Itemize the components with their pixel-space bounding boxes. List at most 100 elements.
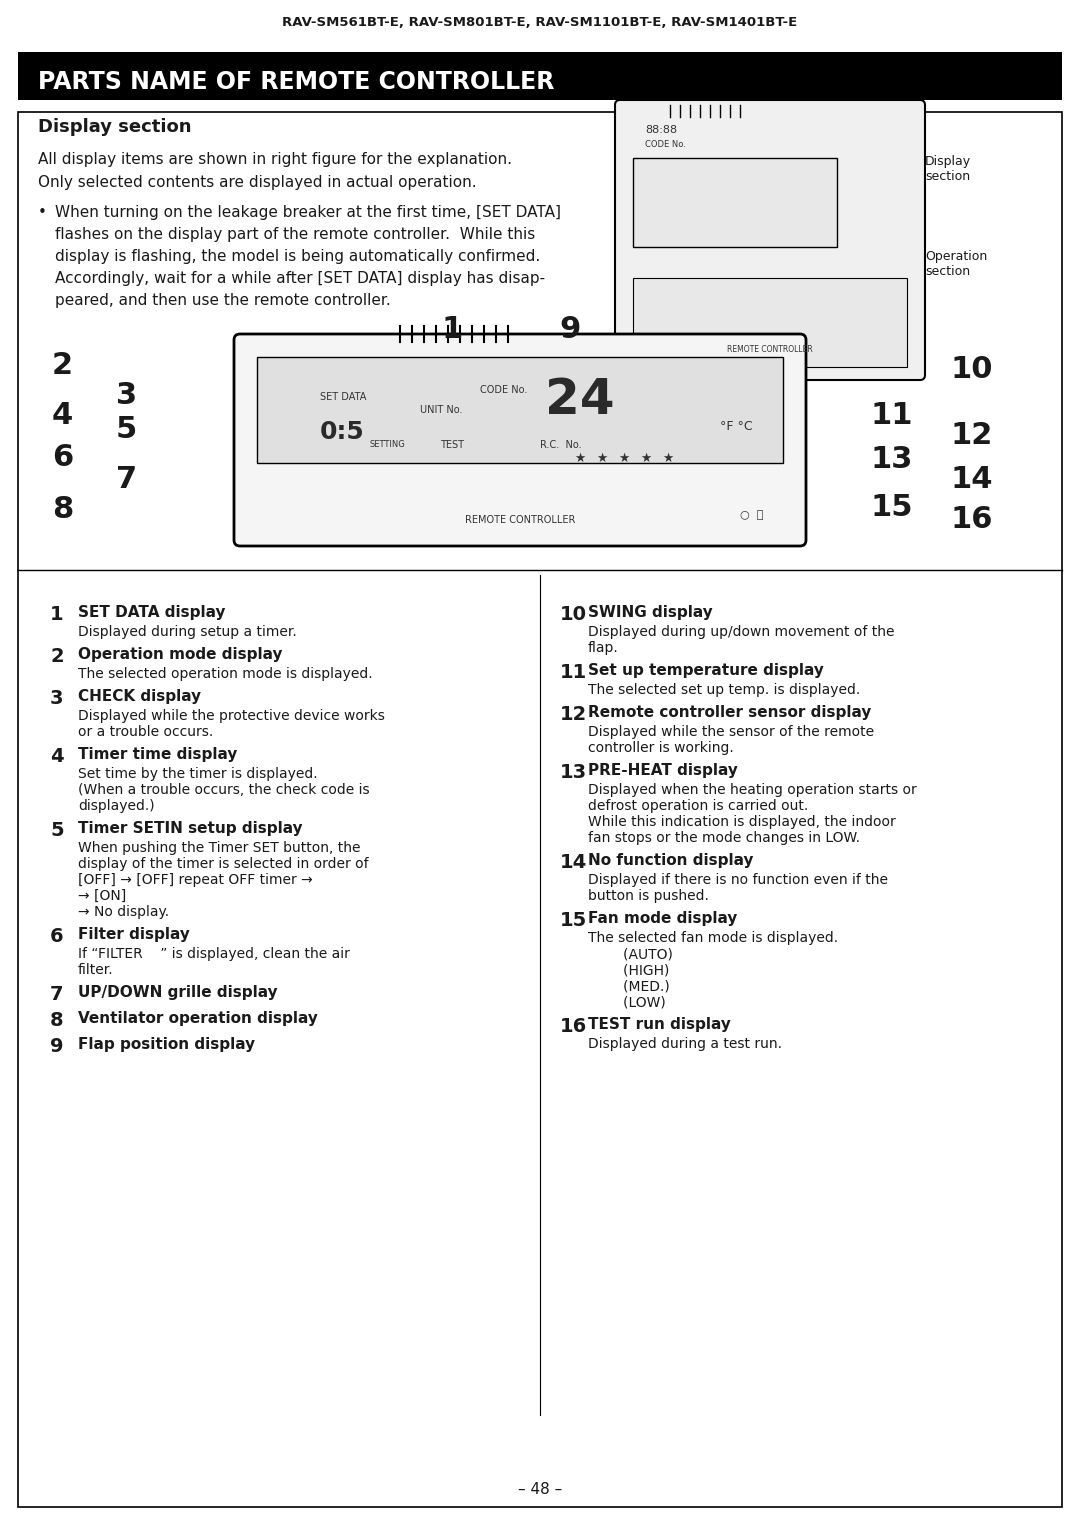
Text: Displayed during up/down movement of the: Displayed during up/down movement of the bbox=[588, 625, 894, 639]
Text: 12: 12 bbox=[561, 705, 588, 724]
Text: UNIT No.: UNIT No. bbox=[420, 406, 462, 415]
Text: 10: 10 bbox=[950, 355, 993, 384]
Text: peared, and then use the remote controller.: peared, and then use the remote controll… bbox=[55, 293, 391, 308]
Text: The selected operation mode is displayed.: The selected operation mode is displayed… bbox=[78, 666, 373, 682]
Text: (HIGH): (HIGH) bbox=[588, 962, 670, 978]
Text: 11: 11 bbox=[561, 663, 588, 682]
Text: REMOTE CONTROLLER: REMOTE CONTROLLER bbox=[727, 345, 813, 354]
Text: 7: 7 bbox=[116, 465, 137, 494]
Text: (LOW): (LOW) bbox=[588, 994, 665, 1010]
Text: PARTS NAME OF REMOTE CONTROLLER: PARTS NAME OF REMOTE CONTROLLER bbox=[38, 70, 554, 95]
Text: 14: 14 bbox=[950, 465, 993, 494]
Text: or a trouble occurs.: or a trouble occurs. bbox=[78, 724, 213, 740]
Text: Ventilator operation display: Ventilator operation display bbox=[78, 1011, 318, 1026]
Text: displayed.): displayed.) bbox=[78, 799, 154, 813]
Text: 6: 6 bbox=[50, 927, 64, 946]
Text: PRE-HEAT display: PRE-HEAT display bbox=[588, 762, 738, 778]
Text: 15: 15 bbox=[561, 910, 588, 930]
Text: 13: 13 bbox=[561, 762, 588, 782]
Text: Display section: Display section bbox=[38, 117, 191, 136]
Text: 2: 2 bbox=[50, 647, 64, 666]
Text: controller is working.: controller is working. bbox=[588, 741, 733, 755]
Text: → [ON]: → [ON] bbox=[78, 889, 126, 903]
Text: 16: 16 bbox=[561, 1017, 588, 1035]
Text: display is flashing, the model is being automatically confirmed.: display is flashing, the model is being … bbox=[55, 249, 540, 264]
Text: 8: 8 bbox=[52, 496, 73, 525]
Text: RAV-SM561BT-E, RAV-SM801BT-E, RAV-SM1101BT-E, RAV-SM1401BT-E: RAV-SM561BT-E, RAV-SM801BT-E, RAV-SM1101… bbox=[282, 15, 798, 29]
Text: Display
section: Display section bbox=[924, 156, 971, 183]
Text: 16: 16 bbox=[950, 505, 993, 534]
Text: (AUTO): (AUTO) bbox=[588, 947, 673, 961]
Text: Set time by the timer is displayed.: Set time by the timer is displayed. bbox=[78, 767, 318, 781]
Text: ○  ⏻: ○ ⏻ bbox=[740, 509, 764, 520]
Text: (When a trouble occurs, the check code is: (When a trouble occurs, the check code i… bbox=[78, 782, 369, 798]
Text: SETTING: SETTING bbox=[370, 441, 406, 448]
Text: 14: 14 bbox=[561, 852, 588, 872]
Text: °F °C: °F °C bbox=[720, 419, 753, 433]
Text: 5: 5 bbox=[116, 415, 137, 444]
Text: •: • bbox=[38, 204, 46, 220]
Text: ★: ★ bbox=[640, 451, 651, 465]
Text: – 48 –: – 48 – bbox=[518, 1482, 562, 1498]
FancyBboxPatch shape bbox=[615, 101, 924, 380]
Text: 11: 11 bbox=[870, 401, 913, 430]
Text: When pushing the Timer SET button, the: When pushing the Timer SET button, the bbox=[78, 840, 361, 856]
Text: SWING display: SWING display bbox=[588, 605, 713, 621]
Text: The selected set up temp. is displayed.: The selected set up temp. is displayed. bbox=[588, 683, 861, 697]
Text: filter.: filter. bbox=[78, 962, 113, 978]
Text: 13: 13 bbox=[870, 445, 913, 474]
Text: REMOTE CONTROLLER: REMOTE CONTROLLER bbox=[464, 515, 576, 525]
Text: ★: ★ bbox=[575, 451, 585, 465]
Text: ★: ★ bbox=[662, 451, 674, 465]
Text: 4: 4 bbox=[52, 401, 73, 430]
Text: If “FILTER    ” is displayed, clean the air: If “FILTER ” is displayed, clean the air bbox=[78, 947, 350, 961]
Text: 9: 9 bbox=[50, 1037, 64, 1055]
Text: TEST: TEST bbox=[440, 441, 464, 450]
Text: 12: 12 bbox=[950, 421, 993, 450]
Text: Displayed when the heating operation starts or: Displayed when the heating operation sta… bbox=[588, 782, 917, 798]
Text: No function display: No function display bbox=[588, 852, 754, 868]
Text: 1: 1 bbox=[50, 605, 64, 624]
Text: Flap position display: Flap position display bbox=[78, 1037, 255, 1052]
Text: Only selected contents are displayed in actual operation.: Only selected contents are displayed in … bbox=[38, 175, 476, 191]
Text: ★: ★ bbox=[619, 451, 630, 465]
Text: Remote controller sensor display: Remote controller sensor display bbox=[588, 705, 872, 720]
Text: The selected fan mode is displayed.: The selected fan mode is displayed. bbox=[588, 930, 838, 946]
Text: fan stops or the mode changes in LOW.: fan stops or the mode changes in LOW. bbox=[588, 831, 860, 845]
Text: 10: 10 bbox=[561, 605, 588, 624]
FancyBboxPatch shape bbox=[633, 278, 907, 368]
Text: flashes on the display part of the remote controller.  While this: flashes on the display part of the remot… bbox=[55, 227, 536, 242]
Text: UP/DOWN grille display: UP/DOWN grille display bbox=[78, 985, 278, 1000]
Text: 1: 1 bbox=[442, 316, 462, 345]
Text: SET DATA display: SET DATA display bbox=[78, 605, 226, 621]
FancyBboxPatch shape bbox=[18, 52, 1062, 101]
Text: 6: 6 bbox=[52, 444, 73, 473]
Text: Timer time display: Timer time display bbox=[78, 747, 238, 762]
Text: 3: 3 bbox=[116, 381, 137, 410]
Text: 0:5: 0:5 bbox=[320, 419, 365, 444]
Text: ★: ★ bbox=[596, 451, 608, 465]
Text: CODE No.: CODE No. bbox=[480, 384, 527, 395]
Text: Displayed during a test run.: Displayed during a test run. bbox=[588, 1037, 782, 1051]
Text: Displayed while the protective device works: Displayed while the protective device wo… bbox=[78, 709, 384, 723]
Text: CODE No.: CODE No. bbox=[645, 140, 686, 149]
Text: button is pushed.: button is pushed. bbox=[588, 889, 708, 903]
Text: Timer SETIN setup display: Timer SETIN setup display bbox=[78, 820, 302, 836]
FancyBboxPatch shape bbox=[257, 357, 783, 464]
Text: Displayed during setup a timer.: Displayed during setup a timer. bbox=[78, 625, 297, 639]
Text: TEST run display: TEST run display bbox=[588, 1017, 731, 1032]
Text: Operation mode display: Operation mode display bbox=[78, 647, 283, 662]
Text: Accordingly, wait for a while after [SET DATA] display has disap-: Accordingly, wait for a while after [SET… bbox=[55, 271, 545, 287]
Text: → No display.: → No display. bbox=[78, 904, 170, 920]
Text: 9: 9 bbox=[559, 316, 581, 345]
Text: defrost operation is carried out.: defrost operation is carried out. bbox=[588, 799, 808, 813]
FancyBboxPatch shape bbox=[234, 334, 806, 546]
Text: Fan mode display: Fan mode display bbox=[588, 910, 738, 926]
Text: Displayed while the sensor of the remote: Displayed while the sensor of the remote bbox=[588, 724, 874, 740]
Text: 24: 24 bbox=[545, 377, 615, 424]
Text: R.C.  No.: R.C. No. bbox=[540, 441, 582, 450]
Text: [OFF] → [OFF] repeat OFF timer →: [OFF] → [OFF] repeat OFF timer → bbox=[78, 872, 313, 888]
Text: 3: 3 bbox=[50, 689, 64, 708]
Text: When turning on the leakage breaker at the first time, [SET DATA]: When turning on the leakage breaker at t… bbox=[55, 204, 561, 220]
Text: 5: 5 bbox=[50, 820, 64, 840]
